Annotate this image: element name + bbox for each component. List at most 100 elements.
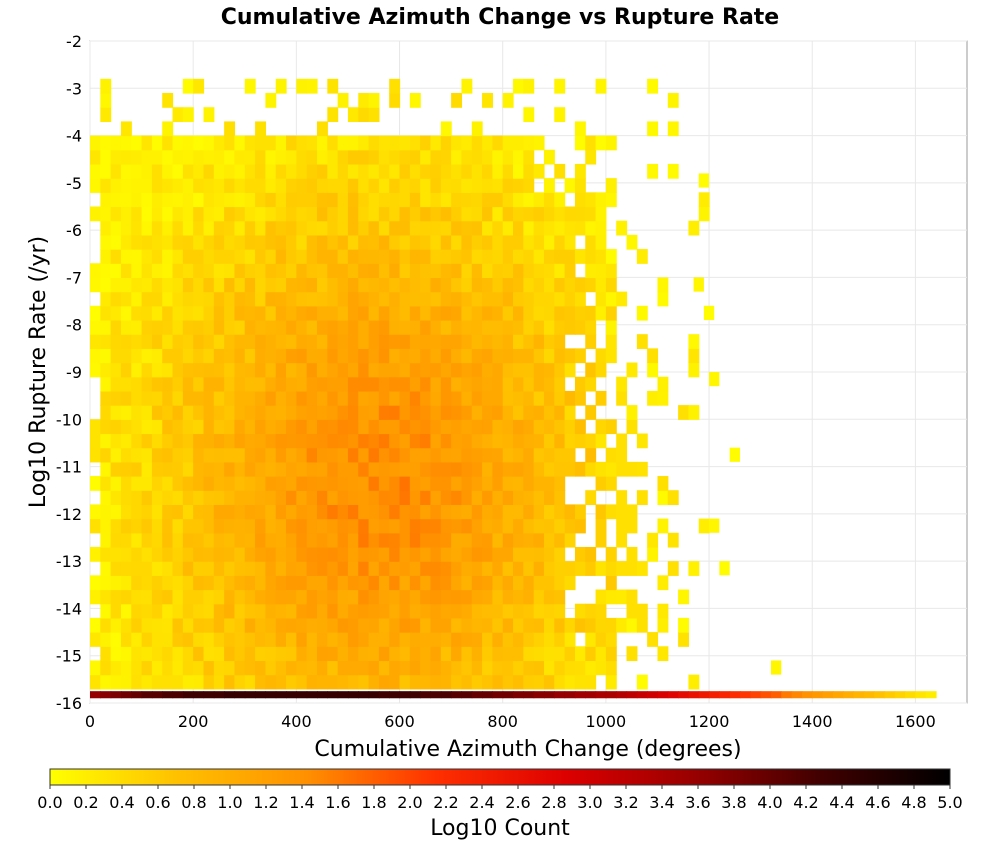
heatmap-cell [306,206,318,222]
heatmap-cell [193,234,205,250]
heatmap-cell [482,135,493,151]
heatmap-cell [368,291,380,307]
heatmap-bottom-cell [100,691,112,699]
heatmap-cell [172,575,184,591]
heatmap-cell [151,390,163,406]
heatmap-cell [440,419,452,435]
heatmap-cell [389,178,401,193]
heatmap-cell [120,518,132,534]
heatmap-cell [513,660,524,676]
heatmap-bottom-cell [306,691,318,699]
heatmap-cell [523,319,535,335]
heatmap-cell [213,390,225,406]
heatmap-cell [420,433,432,449]
heatmap-cell [502,93,514,108]
heatmap-cell [409,419,421,435]
heatmap-cell [120,660,132,676]
heatmap-cell [451,476,463,491]
heatmap-cell [306,490,318,505]
heatmap-cell [255,575,266,591]
heatmap-cell [389,163,401,179]
heatmap-cell [100,163,112,179]
heatmap-cell [595,504,607,520]
heatmap-cell [378,405,390,420]
heatmap-cell [471,660,483,676]
heatmap-cell [141,348,153,364]
heatmap-cell [151,206,163,222]
heatmap-cell [585,206,597,222]
heatmap-cell [585,461,597,477]
heatmap-cell [337,178,349,193]
heatmap-cell [327,632,339,647]
heatmap-cell [636,490,648,505]
heatmap-cell [172,405,184,420]
heatmap-cell [172,249,184,264]
colorbar-ticks: 0.0 0.2 0.4 0.6 0.8 1.0 1.2 1.4 1.6 1.8 2.0 2.2 2.4 2… [37,785,963,812]
heatmap-cell [430,447,442,463]
heatmap-bottom-cell [420,691,432,699]
heatmap-cell [182,532,194,548]
heatmap-cell [193,405,205,420]
heatmap-cell [420,234,432,250]
heatmap-cell [513,674,524,690]
heatmap-cell [471,546,483,562]
heatmap-cell [255,660,266,676]
heatmap-cell [389,589,401,605]
heatmap-cell [327,234,339,250]
heatmap-cell [482,674,493,690]
heatmap-bottom-cell [430,691,442,699]
y-axis-ticks: -2-3-4-5-6-7-8-9-10-11-12-13-14-15-16 [56,32,82,713]
heatmap-cell [492,461,504,477]
heatmap-cell [451,93,463,108]
heatmap-cell [533,546,545,562]
heatmap-cell [358,632,370,647]
heatmap-cell [265,192,277,208]
heatmap-cell [316,603,328,619]
heatmap-cell [389,561,401,576]
heatmap-cell [502,504,514,520]
heatmap-cell [616,220,628,236]
heatmap-bottom-cell [554,691,566,699]
heatmap-cell [482,163,493,179]
heatmap-cell [378,263,390,279]
heatmap-cell [471,419,483,435]
heatmap-cell [626,419,638,435]
heatmap-bottom-cell [678,691,690,699]
heatmap-cell [482,617,493,633]
heatmap-cell [595,660,607,676]
heatmap-cell [182,206,194,222]
heatmap-cell [585,305,597,321]
heatmap-cell [420,575,432,591]
heatmap-cell [162,334,174,349]
heatmap-cell [110,334,122,349]
heatmap-cell [316,447,328,463]
heatmap-cell [543,334,555,349]
heatmap-cell [90,163,101,179]
heatmap-cell [471,192,483,208]
heatmap-cell [554,504,566,520]
heatmap-cell [482,603,493,619]
heatmap-cell [471,220,483,236]
heatmap-cell [337,447,349,463]
heatmap-cell [234,192,246,208]
y-tick-label: -7 [66,268,82,287]
heatmap-cell [213,319,225,335]
heatmap-cell [162,504,174,520]
heatmap-cell [574,390,586,406]
heatmap-cell [265,135,277,151]
heatmap-cell [420,192,432,208]
heatmap-cell [605,319,617,335]
heatmap-cell [316,277,328,293]
heatmap-cell [347,334,359,349]
heatmap-cell [151,419,163,435]
heatmap-cell [616,390,628,406]
heatmap-cell [523,291,535,307]
heatmap-cell [120,362,132,378]
heatmap-cell [193,263,205,279]
heatmap-cell [471,390,483,406]
heatmap-cell [461,546,473,562]
colorbar-tick-label: 1.4 [289,793,314,812]
heatmap-cell [255,504,266,520]
heatmap-cell [533,603,545,619]
heatmap-cell [430,546,442,562]
